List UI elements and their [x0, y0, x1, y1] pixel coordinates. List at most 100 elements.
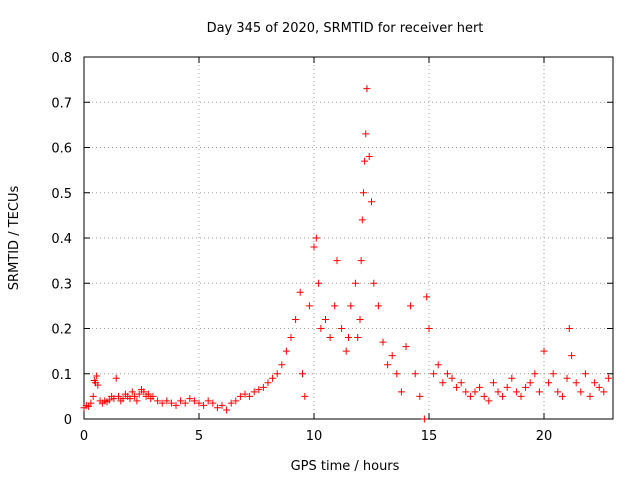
data-point	[305, 302, 313, 310]
y-tick-label: 0.4	[51, 232, 72, 247]
data-point	[315, 279, 323, 287]
data-point	[374, 302, 382, 310]
data-point	[512, 388, 520, 396]
data-point	[356, 315, 364, 323]
data-point	[439, 379, 447, 387]
y-tick-label: 0.3	[51, 277, 72, 292]
data-point	[177, 397, 185, 405]
data-point	[565, 325, 573, 332]
data-point	[423, 293, 431, 301]
data-point	[577, 388, 585, 396]
data-point	[586, 392, 594, 400]
data-point	[397, 388, 405, 396]
data-point	[384, 361, 392, 369]
data-point	[402, 343, 410, 351]
data-point	[434, 361, 442, 369]
data-point	[425, 325, 433, 332]
y-tick-label: 0.6	[51, 142, 72, 157]
data-point	[204, 397, 212, 405]
data-point	[494, 388, 502, 396]
data-point	[140, 388, 148, 396]
data-point	[126, 395, 134, 403]
data-point	[540, 347, 548, 355]
data-point	[131, 392, 139, 400]
data-point	[296, 288, 304, 296]
data-point	[595, 383, 603, 391]
data-point	[462, 388, 470, 396]
data-point	[411, 370, 419, 378]
data-point	[503, 383, 511, 391]
data-point	[581, 370, 589, 378]
data-point	[443, 370, 451, 378]
y-tick-label: 0.2	[51, 323, 72, 338]
data-point	[200, 401, 208, 409]
y-tick-label: 0.1	[51, 368, 72, 383]
data-point	[535, 388, 543, 396]
data-point	[89, 392, 97, 400]
data-point	[301, 392, 309, 400]
x-axis-label: GPS time / hours	[291, 459, 400, 474]
data-point	[568, 352, 576, 360]
data-point	[154, 397, 162, 405]
data-point	[119, 395, 127, 403]
data-point	[163, 397, 171, 405]
data-point	[287, 334, 295, 342]
data-point	[591, 379, 599, 387]
data-point	[167, 399, 175, 407]
data-point	[259, 383, 267, 391]
data-point	[246, 392, 254, 400]
data-point	[250, 388, 258, 396]
data-point	[110, 395, 118, 403]
x-tick-label: 20	[536, 429, 553, 444]
data-point	[604, 374, 612, 382]
data-point	[278, 361, 286, 369]
data-point	[241, 390, 249, 398]
data-point	[359, 189, 367, 197]
data-point	[476, 383, 484, 391]
chart-title: Day 345 of 2020, SRMTID for receiver her…	[207, 21, 484, 36]
x-tick-label: 5	[195, 429, 203, 444]
data-point	[600, 388, 608, 396]
data-point	[457, 379, 465, 387]
data-point	[186, 395, 194, 403]
data-point	[365, 153, 373, 161]
data-point	[393, 370, 401, 378]
data-point	[264, 379, 272, 387]
data-point	[269, 374, 277, 382]
data-point	[209, 399, 217, 407]
data-point	[326, 334, 334, 342]
data-point	[135, 390, 143, 398]
data-point	[347, 302, 355, 310]
data-point	[558, 392, 566, 400]
data-point	[299, 370, 306, 378]
data-point	[361, 157, 369, 165]
data-point	[172, 401, 180, 409]
data-point	[508, 374, 516, 382]
data-point	[345, 334, 352, 342]
data-point	[190, 397, 198, 405]
data-point	[499, 392, 507, 400]
data-point	[213, 404, 221, 412]
data-point	[317, 325, 325, 332]
data-point	[485, 397, 493, 405]
data-point	[370, 279, 378, 287]
data-point	[292, 315, 300, 323]
data-point	[158, 399, 166, 407]
data-point	[407, 302, 415, 310]
data-point	[351, 279, 359, 287]
y-tick-label: 0.8	[51, 51, 72, 66]
data-point	[115, 392, 122, 400]
data-point	[342, 347, 350, 355]
data-point	[471, 388, 479, 396]
data-point	[93, 372, 101, 380]
data-point	[545, 379, 553, 387]
data-point	[388, 352, 396, 360]
data-point	[149, 392, 157, 400]
data-point	[133, 397, 141, 405]
data-point	[218, 401, 226, 409]
y-tick-label: 0.7	[51, 96, 72, 111]
data-point	[517, 392, 525, 400]
data-point	[363, 85, 371, 93]
